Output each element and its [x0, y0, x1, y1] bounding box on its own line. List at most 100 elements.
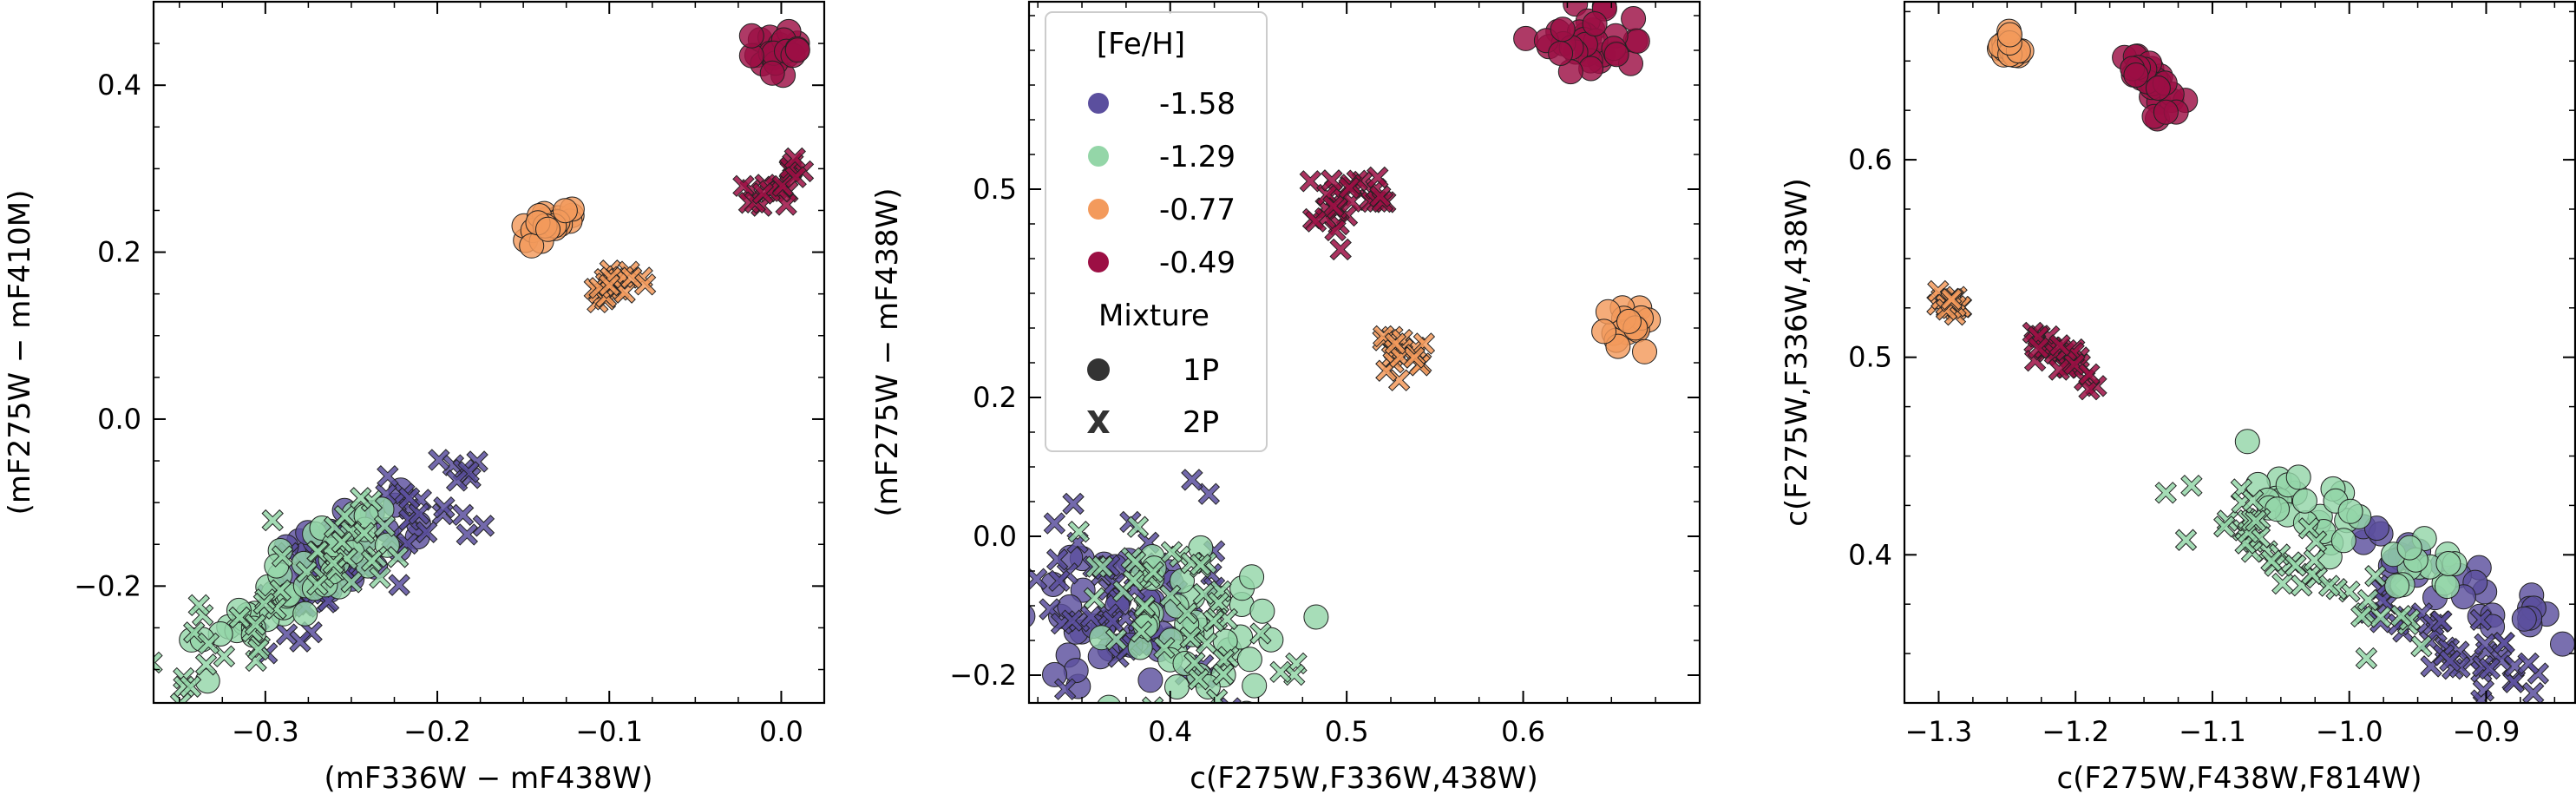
point-3-1P--1.29-35 — [2384, 573, 2410, 599]
legend-marker-feh-4 — [1088, 252, 1109, 272]
point-1-2P--1.58-30 — [456, 523, 478, 546]
point-2-2P--1.58-41 — [1053, 678, 1077, 700]
point-3-2P--1.29-35 — [2245, 509, 2267, 532]
point-1-2P--1.29-44 — [322, 552, 345, 574]
x-tick-label-1-2: −0.1 — [575, 715, 643, 748]
point-3-2P--1.58-39 — [2469, 608, 2492, 631]
point-2-2P--0.77-17 — [1384, 332, 1407, 355]
point-2-2P--1.29-42 — [1269, 660, 1292, 684]
point-2-2P--1.58-9 — [1045, 548, 1069, 571]
point-3-1P--1.58-14 — [2550, 631, 2575, 657]
x-axis-label-2: c(F275W,F336W,438W) — [1190, 761, 1538, 796]
x-axis-label-3: c(F275W,F438W,F814W) — [2056, 761, 2422, 796]
points-2 — [1029, 2, 1662, 743]
point-2-2P--1.29-37 — [1067, 521, 1091, 543]
point-3-2P--1.29-41 — [2389, 605, 2413, 627]
panel-2: 0.4 0.5 0.6 −0.2 0.0 0.2 0.5 c(F275W,F336W,438… — [870, 0, 1701, 796]
legend-marker-feh-3 — [1088, 199, 1109, 220]
point-2-1P--0.77-17 — [1616, 308, 1642, 334]
point-1-2P--1.58-31 — [428, 449, 450, 471]
point-2-1P--0.49-34 — [1550, 16, 1576, 43]
point-3-2P--1.29-19 — [2271, 572, 2294, 595]
point-2-1P--1.29-39 — [1239, 564, 1265, 590]
y-tick-label-3-2: 0.6 — [1848, 143, 1892, 176]
point-1-2P--1.29-38 — [373, 515, 397, 537]
point-2-2P--1.29-32 — [1176, 602, 1198, 625]
point-3-2P--1.29-34 — [2356, 588, 2380, 612]
point-2-2P--1.29-2 — [1179, 626, 1202, 649]
point-3-2P--0.77-17 — [1940, 287, 1963, 311]
point-3-1P--1.29-38 — [2330, 528, 2356, 554]
ticks-2: 0.4 0.5 0.6 −0.2 0.0 0.2 0.5 — [949, 2, 1701, 748]
point-2-2P--0.49-26 — [1367, 166, 1389, 189]
point-3-1P--1.58-23 — [2363, 515, 2389, 542]
point-1-1P--0.77-21 — [535, 216, 560, 242]
point-1-2P--1.29-41 — [179, 675, 202, 698]
point-1-2P--1.29-28 — [333, 505, 357, 528]
point-3-2P--1.29-44 — [2304, 530, 2328, 553]
point-3-2P--0.49-26 — [2078, 378, 2101, 401]
point-3-2P--1.29-40 — [2260, 549, 2283, 572]
point-3-2P--0.49-27 — [2027, 337, 2050, 359]
point-1-2P--1.58-41 — [445, 469, 469, 492]
x-tick-label-3-0: −1.3 — [1905, 715, 1973, 748]
point-2-1P--0.49-33 — [1548, 41, 1574, 66]
y-tick-label-2-1: 0.0 — [973, 520, 1017, 553]
x-tick-label-2-2: 0.6 — [1501, 715, 1545, 748]
point-1-2P--1.29-33 — [187, 594, 210, 617]
point-3-2P--1.29-11 — [2180, 474, 2203, 497]
point-2-2P--1.29-41 — [1249, 622, 1272, 645]
x-axis-label-1: (mF336W − mF438W) — [324, 761, 652, 796]
point-2-1P--0.49-12 — [1621, 6, 1647, 31]
point-2-2P--1.58-36 — [1060, 609, 1084, 632]
x-tick-label-1-0: −0.3 — [232, 715, 299, 748]
point-3-1P--1.29-6 — [2435, 574, 2460, 600]
point-3-2P--1.29-42 — [2303, 548, 2326, 572]
x-tick-label-1-1: −0.2 — [403, 715, 471, 748]
point-2-2P--1.29-20 — [1126, 515, 1150, 538]
y-tick-label-1-3: 0.4 — [97, 69, 141, 102]
point-3-2P--1.58-31 — [2502, 671, 2525, 693]
point-2-2P--1.29-4 — [1210, 722, 1231, 743]
point-3-2P--1.29-0 — [2364, 565, 2387, 588]
x-tick-label-3-2: −1.1 — [2179, 715, 2246, 748]
point-2-1P--1.29-12 — [1249, 598, 1275, 624]
points-3 — [1926, 18, 2575, 731]
point-1-2P--1.29-11 — [228, 606, 251, 629]
point-3-1P--1.29-33 — [2265, 496, 2291, 522]
point-2-2P--1.29-30 — [1091, 555, 1114, 578]
point-2-2P--0.49-23 — [1329, 238, 1352, 261]
point-3-2P--1.58-43 — [2517, 652, 2540, 675]
point-1-2P--1.29-26 — [261, 509, 284, 532]
point-1-2P--1.29-32 — [369, 567, 391, 589]
point-3-2P--1.58-4 — [2527, 710, 2547, 731]
point-1-2P--1.29-37 — [247, 638, 270, 661]
legend-label-feh-4: -0.49 — [1159, 246, 1236, 280]
point-1-1P--0.77-18 — [552, 198, 578, 224]
point-1-2P--0.49-21 — [784, 166, 807, 188]
y-tick-label-1-1: 0.0 — [97, 403, 141, 436]
point-3-2P--1.29-43 — [2350, 605, 2373, 628]
point-3-1P--1.29-27 — [2285, 464, 2311, 490]
point-3-2P--0.49-28 — [2078, 363, 2101, 385]
point-1-2P--1.29-23 — [244, 614, 267, 636]
point-1-1P--0.49-19 — [738, 23, 764, 49]
point-1-2P--1.58-27 — [415, 521, 438, 543]
point-1-2P--1.58-20 — [433, 496, 456, 519]
point-1-2P--1.29-22 — [271, 545, 294, 568]
point-1-2P--0.49-19 — [783, 147, 806, 170]
point-3-1P--1.29-37 — [2291, 488, 2317, 514]
point-2-2P--1.29-14 — [1160, 541, 1183, 563]
y-tick-label-2-0: −0.2 — [949, 659, 1017, 692]
point-2-2P--0.77-16 — [1403, 346, 1426, 369]
point-1-2P--1.58-23 — [289, 630, 311, 653]
point-3-2P--0.49-29 — [2048, 334, 2071, 357]
y-tick-label-2-3: 0.5 — [973, 173, 1017, 206]
point-1-1P--0.77-17 — [519, 233, 545, 259]
legend-box — [1045, 11, 1268, 452]
point-3-2P--1.29-1 — [2410, 635, 2433, 658]
y-tick-label-2-2: 0.2 — [973, 381, 1017, 414]
point-1-2P--1.29-24 — [306, 574, 329, 596]
point-2-2P--1.29-35 — [1124, 550, 1147, 574]
